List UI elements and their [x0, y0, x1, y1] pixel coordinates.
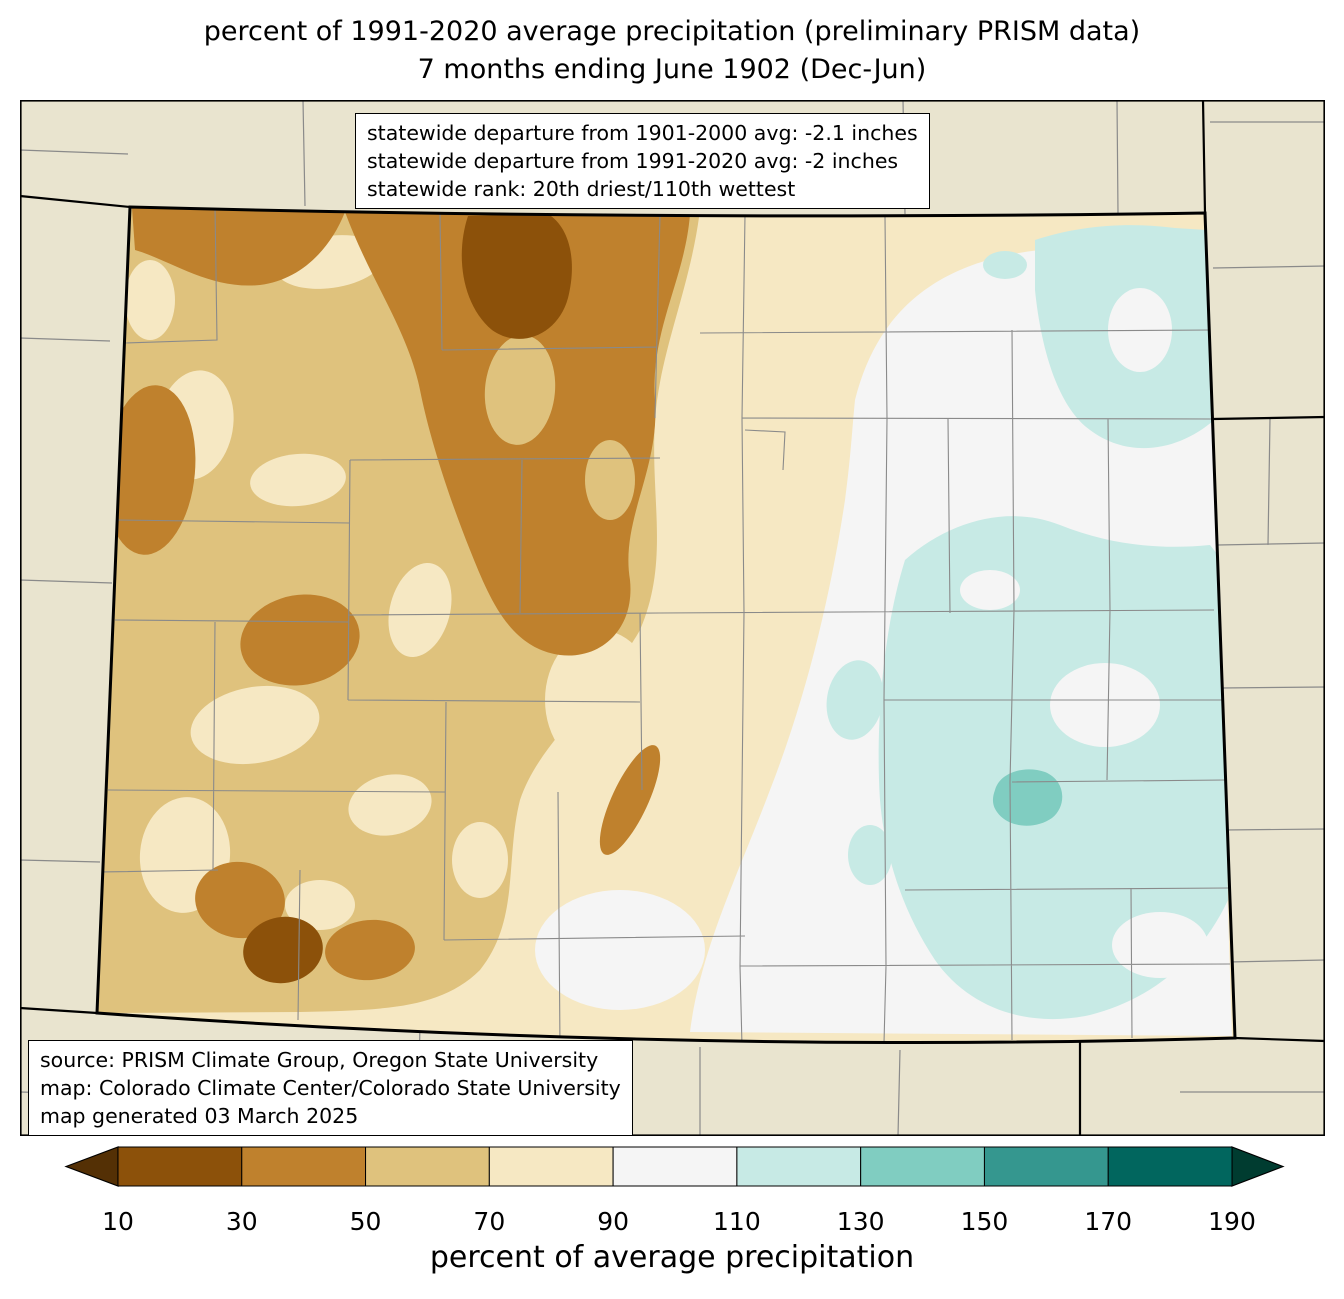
- stats-box: statewide departure from 1901-2000 avg: …: [355, 113, 930, 209]
- title-line-1: percent of 1991-2020 average precipitati…: [203, 16, 1141, 47]
- colorbar-segment: [860, 1146, 985, 1187]
- colorbar-tick-label: 110: [713, 1207, 761, 1236]
- colorbar-segment: [736, 1146, 862, 1187]
- colorbar-over-arrow: [1231, 1146, 1285, 1187]
- precip-fill-region: [388, 562, 452, 658]
- colorbar-tick-label: 10: [102, 1207, 134, 1236]
- precip-fill-region: [535, 890, 705, 1010]
- precip-fill-region: [461, 214, 572, 339]
- precip-fill-region: [484, 335, 556, 445]
- precip-fill-region: [826, 660, 884, 740]
- source-box: source: PRISM Climate Group, Oregon Stat…: [28, 1040, 633, 1136]
- precip-fill-region: [848, 825, 892, 885]
- stats-line-2: statewide departure from 1991-2020 avg: …: [367, 149, 899, 173]
- precip-fill-region: [190, 685, 320, 765]
- precip-fill-region: [545, 630, 655, 770]
- precip-fill-region: [243, 916, 323, 984]
- colorbar-tick-label: 130: [837, 1207, 885, 1236]
- precip-fill-region: [285, 880, 355, 930]
- source-line-2: map: Colorado Climate Center/Colorado St…: [40, 1076, 621, 1100]
- precip-fill-region: [195, 861, 285, 939]
- colorbar-tick-label: 30: [226, 1207, 258, 1236]
- precip-fill-region: [125, 260, 175, 340]
- state-border-extension-lines: [20, 100, 1325, 1136]
- precip-fill-region: [1112, 912, 1208, 978]
- precip-fill-region: [132, 208, 345, 286]
- precip-fill-region: [992, 769, 1063, 826]
- colorbar-segment: [983, 1146, 1109, 1187]
- source-line-3: map generated 03 March 2025: [40, 1104, 359, 1128]
- colorado-state-border: [95, 205, 1237, 1044]
- map-frame: [20, 100, 1325, 1136]
- precip-fill-region: [452, 822, 508, 898]
- precip-fill-region: [240, 594, 360, 686]
- source-line-1: source: PRISM Climate Group, Oregon Stat…: [40, 1048, 599, 1072]
- precip-fill-region: [983, 251, 1027, 279]
- colorbar-segment: [1107, 1146, 1233, 1187]
- colorbar-tick-label: 70: [473, 1207, 505, 1236]
- stats-line-3: statewide rank: 20th driest/110th wettes…: [367, 177, 796, 201]
- colorbar-segments: [117, 1146, 1233, 1187]
- precip-fill-region: [878, 516, 1228, 1020]
- precip-fill-region: [325, 919, 415, 981]
- precip-fill-region: [1050, 663, 1160, 747]
- title-line-2: 7 months ending June 1902 (Dec-Jun): [417, 54, 927, 85]
- colorbar-segment: [117, 1146, 243, 1187]
- precip-fill-region: [348, 774, 432, 836]
- colorado-interior: [97, 207, 1235, 1043]
- precip-fill-region: [250, 453, 346, 507]
- colorbar-axis-label: percent of average precipitation: [429, 1240, 915, 1275]
- colorado-county-lines: [100, 207, 1231, 1043]
- colorbar-tick-label: 50: [350, 1207, 382, 1236]
- colorbar-tick-label: 190: [1208, 1207, 1256, 1236]
- colorbar-tick-labels: 10 30 50 70 90 110 130 150 170 190: [102, 1207, 1256, 1236]
- colorbar-segment: [612, 1146, 738, 1187]
- colorbar-segment: [365, 1146, 490, 1187]
- colorbar-under-arrow: [64, 1146, 119, 1187]
- colorbar: 10 30 50 70 90 110 130 150 170 190: [64, 1146, 1285, 1236]
- stats-line-1: statewide departure from 1901-2000 avg: …: [367, 121, 918, 145]
- precip-fill-region: [960, 570, 1020, 610]
- precip-fill-region: [585, 440, 635, 520]
- colorbar-tick-label: 170: [1084, 1207, 1132, 1236]
- colorbar-tick-label: 150: [961, 1207, 1009, 1236]
- colorbar-segment: [241, 1146, 367, 1187]
- page-title: percent of 1991-2020 average precipitati…: [0, 13, 1344, 89]
- precip-fill-region: [599, 745, 661, 855]
- colorbar-tick-label: 90: [597, 1207, 629, 1236]
- precipitation-map: [20, 100, 1325, 1136]
- precip-fill-region: [104, 385, 196, 555]
- colorbar-segment: [488, 1146, 614, 1187]
